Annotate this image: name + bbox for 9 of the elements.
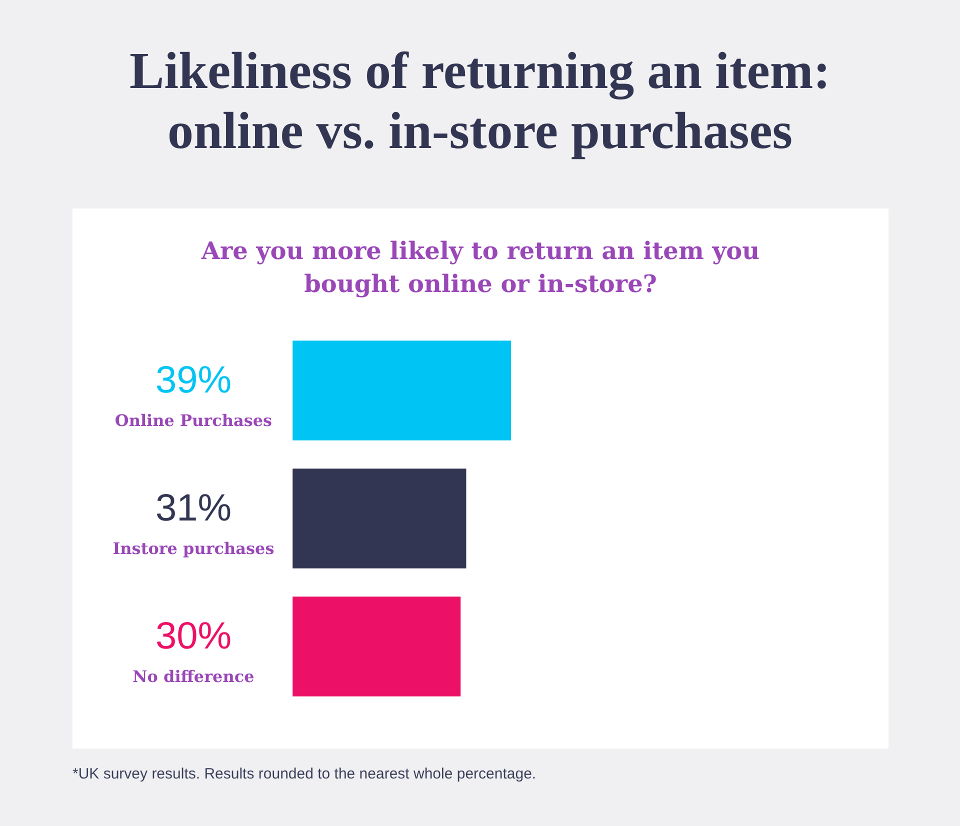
data-label: 39% bbox=[155, 359, 232, 402]
data-label: 31% bbox=[155, 487, 232, 530]
y-tick-label: No difference bbox=[132, 667, 254, 686]
data-label: 30% bbox=[155, 615, 232, 658]
text: *UK survey results. Results rounded to the nearest whole percentage. bbox=[72, 766, 536, 782]
y-tick-label: Instore purchases bbox=[112, 539, 274, 558]
chart-title: Likeliness of returning an item: online vs. in-store purchases bbox=[128, 42, 832, 162]
y-tick-label: Online Purchases bbox=[114, 411, 272, 430]
chart-subtitle: Are you more likely to return an item you bought online or in-store? bbox=[200, 236, 760, 298]
